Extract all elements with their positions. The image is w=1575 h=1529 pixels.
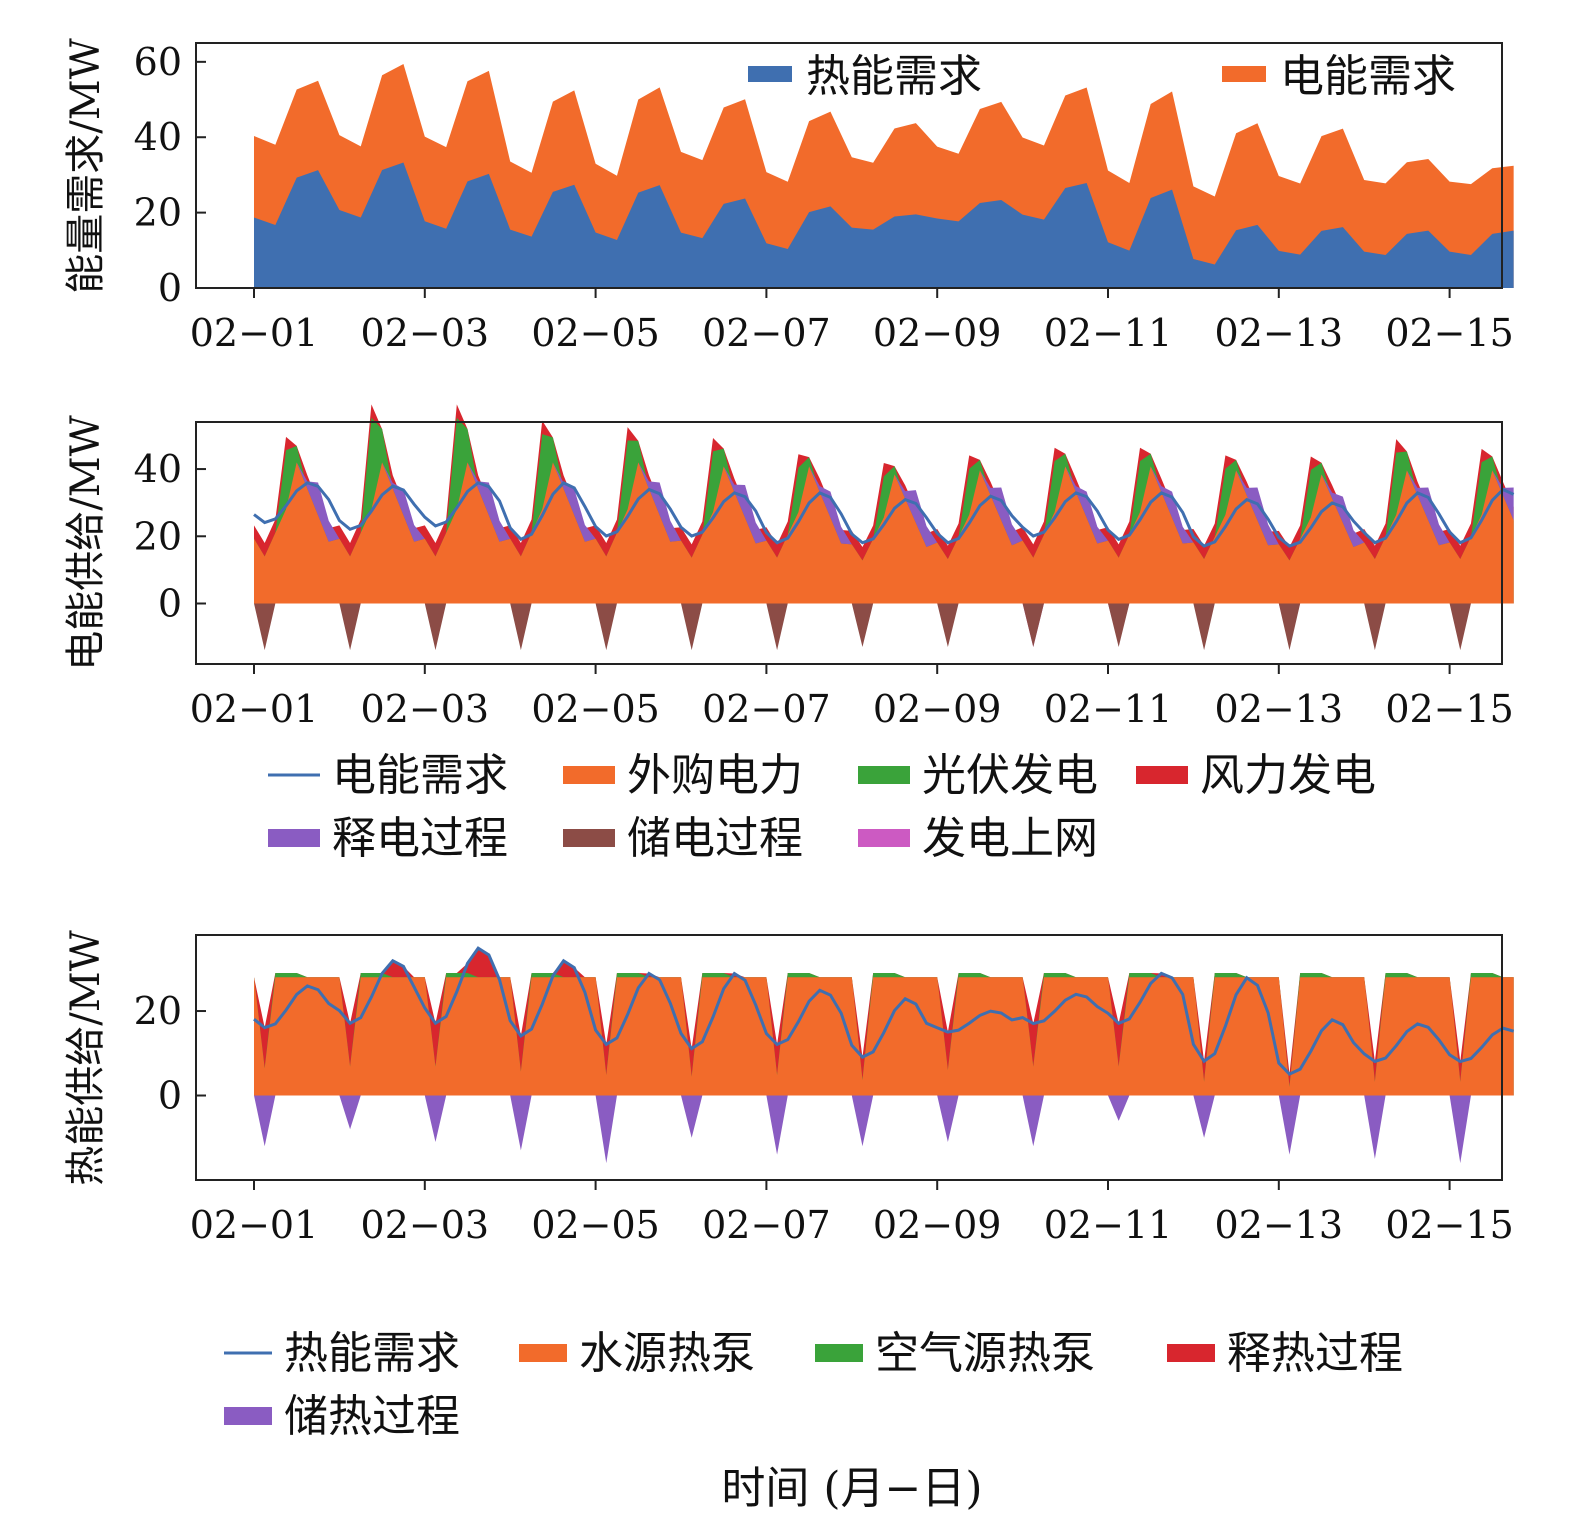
area-heat-store — [254, 1095, 1514, 1164]
heat-y-ticks: 0 20 — [134, 989, 206, 1118]
legend-swatch-air_hp — [815, 1344, 863, 1362]
x-tick-label: 02−15 — [1385, 687, 1514, 731]
x-tick-label: 02−09 — [873, 687, 1002, 731]
legend-label-wind: 风力发电 — [1200, 750, 1376, 801]
legend-swatch-heat-demand — [748, 66, 792, 82]
x-tick-label: 02−11 — [1044, 311, 1173, 355]
x-tick-label: 02−01 — [190, 687, 319, 731]
heat-x-ticks: 02−01 02−03 02−05 02−07 02−09 02−11 02−13 02−15 — [190, 1180, 1514, 1247]
legend-label-elec-demand: 电能需求 — [1280, 51, 1456, 102]
x-tick-label: 02−01 — [190, 311, 319, 355]
legend-swatch-wind — [1136, 766, 1188, 784]
demand-x-ticks: 02−01 02−03 02−05 02−07 02−09 02−11 02−13 02−15 — [190, 288, 1514, 355]
legend-label-charge: 储电过程 — [627, 813, 803, 864]
y-tick-label: 20 — [134, 989, 182, 1033]
y-tick-label: 0 — [158, 1074, 182, 1118]
heat-plot-frame — [195, 934, 1503, 1181]
legend-label-purchased: 外购电力 — [627, 750, 803, 801]
legend-label-heat_store: 储热过程 — [284, 1391, 460, 1442]
x-tick-label: 02−05 — [531, 1203, 660, 1247]
heat-supply-panel: 020 02−01 02−03 02−05 02−07 02−09 02−11 02−13 0… — [63, 930, 1515, 1442]
demand-y-ticks: 0 20 40 60 — [134, 40, 206, 310]
demand-legend: 热能需求 电能需求 — [748, 51, 1456, 102]
x-tick-label: 02−05 — [531, 311, 660, 355]
legend-label-pv: 光伏发电 — [922, 750, 1098, 801]
demand-y-label: 能量需求/MW — [63, 38, 109, 294]
area-purchased — [254, 462, 1514, 604]
legend-label-demand_line: 热能需求 — [284, 1328, 460, 1379]
legend-swatch-heat_store — [224, 1407, 272, 1425]
legend-swatch-charge — [563, 829, 615, 847]
legend-label-heat_release: 释热过程 — [1227, 1328, 1403, 1379]
x-tick-label: 02−07 — [702, 687, 831, 731]
line-elec-demand — [253, 481, 1515, 548]
demand-areas — [254, 64, 1514, 288]
x-tick-label: 02−11 — [1044, 687, 1173, 731]
legend-label-water_hp: 水源热泵 — [579, 1328, 755, 1379]
heat-supply-areas — [253, 946, 1515, 1164]
y-tick-label: 0 — [158, 582, 182, 626]
area-water-heat-pump — [254, 977, 1514, 1096]
y-tick-label: 60 — [134, 40, 182, 84]
x-tick-label: 02−01 — [190, 1203, 319, 1247]
y-tick-label: 20 — [134, 191, 182, 235]
x-tick-label: 02−05 — [531, 687, 660, 731]
x-tick-label: 02−13 — [1215, 1203, 1344, 1247]
y-tick-label: 40 — [134, 447, 182, 491]
y-tick-label: 40 — [134, 115, 182, 159]
legend-swatch-heat_release — [1167, 1344, 1215, 1362]
line-heat-demand — [253, 946, 1515, 1076]
legend-swatch-elec-demand — [1222, 66, 1266, 82]
x-axis-label: 时间 (月−日) — [721, 1463, 982, 1514]
legend-swatch-discharge — [268, 829, 320, 847]
electric-plot-frame — [195, 421, 1503, 665]
x-tick-label: 02−07 — [702, 311, 831, 355]
electric-supply-panel: 0 20 40 02−01 02−03 02−05 02−07 02−09 02−11 02−1… — [63, 404, 1515, 864]
x-tick-label: 02−09 — [873, 311, 1002, 355]
x-tick-label: 02−13 — [1215, 687, 1344, 731]
x-tick-label: 02−03 — [361, 687, 490, 731]
x-tick-label: 02−03 — [361, 1203, 490, 1247]
x-tick-label: 02−15 — [1385, 311, 1514, 355]
x-tick-label: 02−03 — [361, 311, 490, 355]
legend-label-heat-demand: 热能需求 — [806, 51, 982, 102]
x-tick-label: 02−15 — [1385, 1203, 1514, 1247]
legend-swatch-pv — [858, 766, 910, 784]
legend-swatch-water_hp — [519, 1344, 567, 1362]
legend-label-air_hp: 空气源热泵 — [875, 1328, 1095, 1379]
x-tick-label: 02−11 — [1044, 1203, 1173, 1247]
area-charge — [254, 603, 1514, 651]
x-tick-label: 02−13 — [1215, 311, 1344, 355]
heat-y-label: 热能供给/MW — [63, 930, 109, 1186]
electric-supply-areas — [253, 404, 1515, 651]
legend-swatch-grid_export — [858, 829, 910, 847]
demand-plot-frame — [195, 42, 1503, 289]
legend-label-grid_export: 发电上网 — [922, 813, 1098, 864]
legend-label-demand_line: 电能需求 — [332, 750, 508, 801]
y-tick-label: 20 — [134, 514, 182, 558]
x-tick-label: 02−07 — [702, 1203, 831, 1247]
y-tick-label: 0 — [158, 266, 182, 310]
electric-y-label: 电能供给/MW — [63, 415, 109, 671]
area-heat-demand — [254, 162, 1514, 288]
legend-label-discharge: 释电过程 — [332, 813, 508, 864]
legend-swatch-purchased — [563, 766, 615, 784]
x-tick-label: 02−09 — [873, 1203, 1002, 1247]
electric-y-ticks: 0 20 40 — [134, 447, 206, 626]
electric-x-ticks: 02−01 02−03 02−05 02−07 02−09 02−11 02−13 02−15 — [190, 664, 1514, 731]
